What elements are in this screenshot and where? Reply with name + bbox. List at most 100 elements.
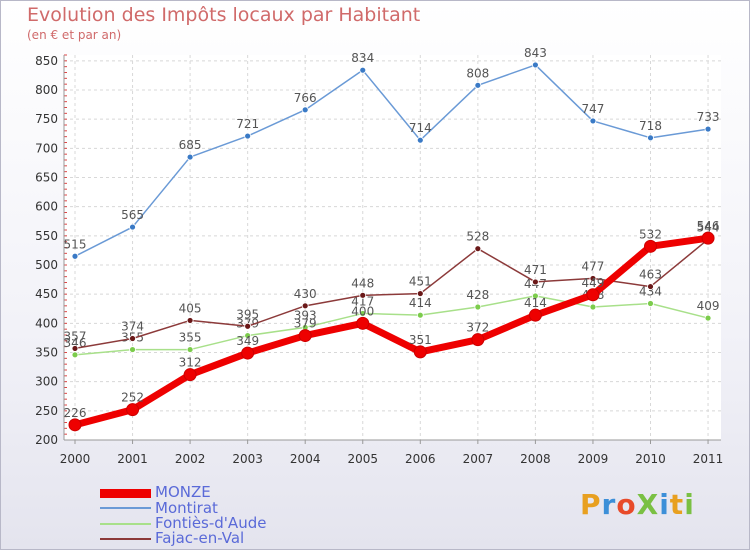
y-tick-800: 800	[35, 83, 58, 97]
legend-swatch-fajac	[100, 538, 151, 540]
point-fajac-en-val-2009	[589, 275, 597, 282]
logo-letter: t	[669, 488, 685, 521]
data-label-fajac-en-val-2006: 451	[409, 275, 432, 289]
data-label-monze-2011: 546	[697, 219, 720, 233]
point-montirat-2001	[129, 223, 136, 231]
point-monze-2007	[471, 333, 485, 347]
data-label-montirat-2011: 733	[697, 110, 720, 124]
point-montirat-2010	[647, 134, 654, 142]
data-label-fonti-s-d-aude-2000: 346	[64, 336, 87, 350]
data-label-monze-2010: 532	[639, 227, 662, 241]
point-fonti-s-d-aude-2003	[244, 332, 252, 339]
logo-letter: o	[616, 488, 637, 521]
y-tick-300: 300	[35, 375, 58, 389]
data-label-fonti-s-d-aude-2007: 428	[466, 288, 489, 302]
y-tick-250: 250	[35, 404, 58, 418]
point-monze-2011	[701, 231, 715, 245]
data-label-monze-2009: 449	[581, 276, 604, 290]
x-tick-2008: 2008	[520, 452, 551, 466]
x-tick-2011: 2011	[693, 452, 724, 466]
point-monze-2010	[644, 239, 657, 253]
legend-swatch-monze	[100, 489, 151, 498]
data-label-montirat-2004: 766	[294, 91, 317, 105]
point-montirat-2000	[71, 252, 79, 260]
data-label-fonti-s-d-aude-2010: 434	[639, 285, 662, 299]
legend-swatch-montirat	[100, 507, 151, 509]
point-fajac-en-val-2004	[301, 302, 309, 310]
x-tick-2010: 2010	[635, 452, 666, 466]
data-label-fajac-en-val-2011: 544	[697, 220, 720, 234]
plot-area	[64, 55, 721, 440]
y-tick-450: 450	[35, 287, 58, 301]
data-label-fajac-en-val-2004: 430	[294, 287, 317, 301]
point-montirat-2006	[416, 136, 424, 144]
data-label-montirat-2008: 843	[524, 46, 547, 60]
point-fajac-en-val-2001	[129, 335, 136, 342]
data-label-monze-2002: 312	[179, 356, 202, 370]
point-monze-2006	[413, 345, 427, 359]
data-label-monze-2004: 379	[294, 317, 317, 331]
point-montirat-2009	[589, 117, 597, 125]
data-label-fajac-en-val-2001: 374	[121, 320, 144, 334]
x-tick-2003: 2003	[232, 452, 263, 466]
logo-letter: r	[601, 488, 617, 521]
logo-letter: P	[580, 488, 602, 521]
y-tick-600: 600	[35, 200, 58, 214]
x-tick-2001: 2001	[117, 452, 148, 466]
data-label-fonti-s-d-aude-2004: 393	[294, 308, 317, 322]
data-label-monze-2008: 414	[524, 296, 547, 310]
series-line-monze	[71, 234, 712, 429]
point-monze-2002	[183, 368, 197, 382]
data-label-monze-2005: 400	[351, 304, 374, 318]
data-label-montirat-2005: 834	[351, 51, 374, 65]
data-label-fonti-s-d-aude-2005: 417	[351, 294, 374, 308]
data-label-fajac-en-val-2010: 463	[639, 268, 662, 282]
data-label-fonti-s-d-aude-2006: 414	[409, 296, 432, 310]
data-label-monze-2003: 349	[236, 334, 259, 348]
data-label-fajac-en-val-2003: 395	[236, 307, 259, 321]
point-fonti-s-d-aude-2006	[416, 311, 424, 319]
data-label-monze-2001: 252	[121, 391, 144, 405]
point-fonti-s-d-aude-2005	[359, 310, 367, 317]
point-fajac-en-val-2006	[416, 290, 424, 297]
point-fajac-en-val-2010	[647, 283, 654, 290]
y-tick-750: 750	[35, 112, 58, 126]
data-label-montirat-2002: 685	[179, 138, 202, 152]
data-label-montirat-2009: 747	[581, 102, 604, 116]
data-label-fonti-s-d-aude-2011: 409	[697, 299, 720, 313]
legend-swatch-fonties	[100, 523, 151, 525]
point-fajac-en-val-2005	[359, 291, 367, 299]
x-tick-2004: 2004	[290, 452, 321, 466]
logo-letter: i	[684, 488, 695, 521]
point-fajac-en-val-2002	[186, 317, 194, 324]
data-label-montirat-2000: 515	[64, 237, 87, 251]
point-fonti-s-d-aude-2009	[589, 303, 597, 311]
point-fonti-s-d-aude-2008	[532, 292, 539, 300]
y-tick-700: 700	[35, 141, 58, 155]
point-fajac-en-val-2008	[532, 278, 539, 286]
point-fajac-en-val-2007	[474, 245, 482, 253]
point-fonti-s-d-aude-2010	[647, 300, 654, 307]
chart-title: Evolution des Impôts locaux par Habitant	[27, 4, 421, 26]
data-label-montirat-2010: 718	[639, 119, 662, 133]
x-tick-2000: 2000	[60, 452, 91, 466]
point-monze-2005	[356, 316, 370, 330]
point-fonti-s-d-aude-2007	[474, 303, 482, 311]
point-fajac-en-val-2000	[71, 345, 79, 352]
y-tick-200: 200	[35, 433, 58, 447]
point-montirat-2007	[474, 81, 482, 89]
point-monze-2000	[68, 418, 82, 432]
logo-letter: X	[636, 488, 660, 521]
data-label-fajac-en-val-2007: 528	[466, 230, 489, 244]
data-label-fajac-en-val-2008: 471	[524, 263, 547, 277]
point-montirat-2005	[359, 66, 367, 74]
data-label-montirat-2006: 714	[409, 121, 432, 135]
data-label-monze-2006: 351	[409, 333, 432, 347]
y-tick-850: 850	[35, 54, 58, 68]
series-line-fajac-en-val	[74, 238, 709, 350]
point-montirat-2004	[301, 106, 309, 114]
point-monze-2009	[586, 288, 600, 302]
data-label-fajac-en-val-2009: 477	[581, 259, 604, 273]
data-label-monze-2007: 372	[466, 321, 489, 335]
